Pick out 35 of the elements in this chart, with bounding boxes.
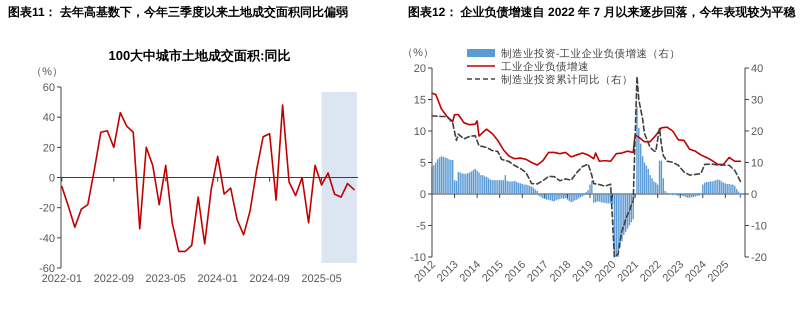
chart-title: 图表12： 企业负债增速自 2022 年 7 月以来逐步回落，今年表现较为平稳: [408, 5, 796, 19]
legend-label: 制造业投资-工业企业负债增速（右）: [501, 47, 680, 60]
y2-tick-label: 0: [751, 189, 758, 201]
y-tick-label: -5: [416, 220, 426, 232]
chart-title: 图表11： 去年高基数下，今年三季度以来土地成交面积同比偏弱: [8, 5, 348, 19]
y-tick-label: 20: [42, 142, 55, 154]
y-tick-label: 0: [48, 172, 55, 184]
x-tick-label: 2023-05: [146, 273, 186, 285]
y-tick-label: 20: [414, 63, 426, 75]
y-axis-title: （%）: [402, 47, 434, 59]
y-tick-label: 10: [414, 126, 426, 138]
x-tick-label: 2024-01: [197, 273, 238, 285]
y-tick-label: 40: [42, 112, 55, 124]
y-tick-label: -10: [410, 252, 426, 264]
x-tick-label: 2022-01: [42, 273, 82, 285]
chart-subtitle: 100大中城市土地成交面积:同比: [108, 48, 291, 63]
x-tick-label: 2022-09: [94, 273, 134, 285]
y-tick-label: -20: [39, 202, 55, 215]
y2-tick-label: 10: [751, 158, 764, 170]
y2-tick-label: 20: [751, 126, 764, 138]
y2-tick-label: 30: [751, 94, 764, 106]
y-tick-label: 5: [420, 158, 426, 170]
legend-label: 制造业投资累计同比（右）: [501, 73, 633, 86]
x-tick-label: 2024-09: [249, 273, 290, 285]
y-tick-label: 60: [42, 82, 55, 94]
y2-tick-label: 40: [751, 63, 764, 75]
y-tick-label: 15: [414, 94, 426, 106]
y-axis-title: （%）: [31, 66, 63, 78]
y-tick-label: -40: [39, 232, 55, 245]
x-tick-label: 2025-05: [301, 273, 342, 285]
y2-tick-label: -20: [751, 252, 767, 264]
y-tick-label: 0: [420, 189, 426, 201]
y-tick-label: -60: [39, 263, 55, 275]
y2-tick-label: -10: [751, 220, 767, 232]
legend-label: 工业企业负债增速: [501, 60, 589, 73]
